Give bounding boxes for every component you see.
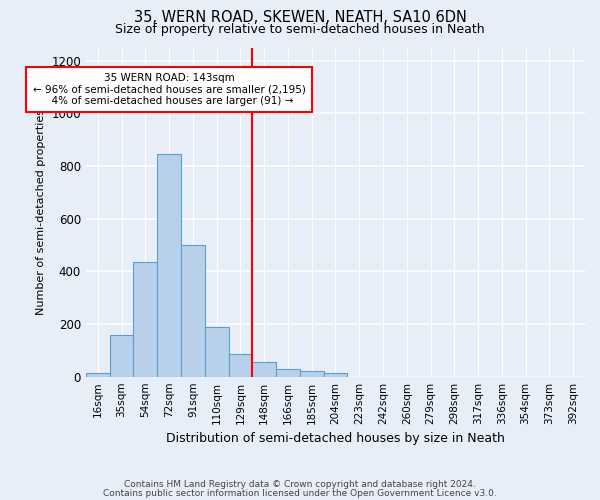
Bar: [181, 245, 205, 376]
Text: 35 WERN ROAD: 143sqm
← 96% of semi-detached houses are smaller (2,195)
  4% of s: 35 WERN ROAD: 143sqm ← 96% of semi-detac…: [32, 73, 305, 106]
Text: Contains public sector information licensed under the Open Government Licence v3: Contains public sector information licen…: [103, 488, 497, 498]
Text: 35, WERN ROAD, SKEWEN, NEATH, SA10 6DN: 35, WERN ROAD, SKEWEN, NEATH, SA10 6DN: [134, 10, 466, 25]
Bar: [133, 262, 157, 376]
Bar: [205, 326, 229, 376]
Bar: [323, 372, 347, 376]
Bar: [229, 354, 252, 376]
Bar: [110, 334, 133, 376]
Bar: [300, 372, 323, 376]
Bar: [157, 154, 181, 376]
X-axis label: Distribution of semi-detached houses by size in Neath: Distribution of semi-detached houses by …: [166, 432, 505, 445]
Text: Size of property relative to semi-detached houses in Neath: Size of property relative to semi-detach…: [115, 22, 485, 36]
Y-axis label: Number of semi-detached properties: Number of semi-detached properties: [36, 109, 46, 315]
Bar: [252, 362, 276, 376]
Text: Contains HM Land Registry data © Crown copyright and database right 2024.: Contains HM Land Registry data © Crown c…: [124, 480, 476, 489]
Bar: [86, 372, 110, 376]
Bar: [276, 369, 300, 376]
